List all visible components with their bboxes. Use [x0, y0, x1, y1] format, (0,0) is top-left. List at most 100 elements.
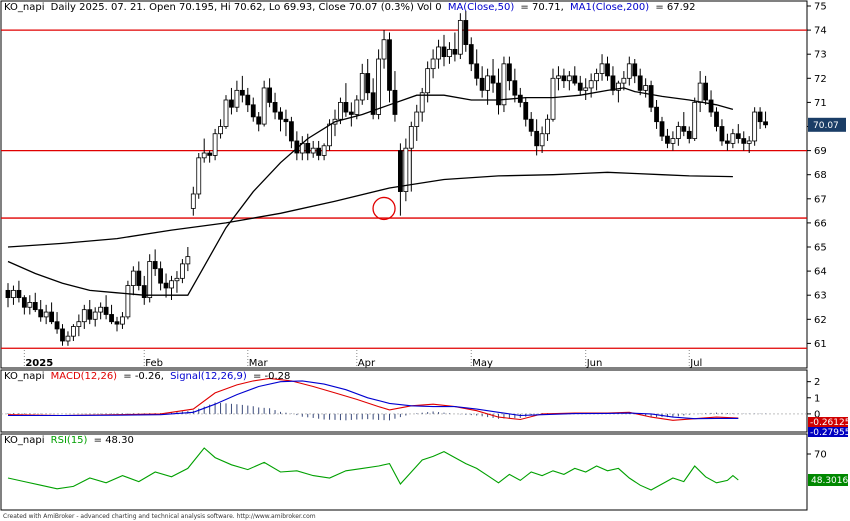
rsi-label: RSI(15) [51, 435, 88, 446]
candle-bull [125, 285, 131, 318]
candle-bull [212, 133, 218, 156]
highlight-circle [372, 196, 396, 221]
candle-bear [387, 39, 392, 91]
month-label: Feb [145, 358, 163, 369]
candle-bear [479, 77, 485, 91]
candle-bull [675, 126, 681, 139]
candle-bull [485, 75, 491, 91]
last-price-background [808, 117, 846, 132]
month-label: May [472, 358, 493, 369]
month-label: Apr [358, 358, 376, 369]
date-axis: 2025 Feb Mar Apr May Jun Jul [25, 358, 702, 369]
candle-bear [763, 121, 768, 126]
candle-bull [550, 77, 556, 120]
candle-bull [670, 138, 676, 144]
price-tick-label: 62 [814, 315, 827, 326]
candle-bear [654, 106, 659, 123]
candle-bear [60, 328, 65, 342]
rsi-panel[interactable] [0, 433, 808, 511]
candle-bull [147, 261, 153, 299]
candle-bear [365, 73, 371, 94]
rsi-header: KO_napi RSI(15) = 48.30 [4, 435, 134, 446]
candle-bull [321, 145, 327, 156]
candle-bear [288, 121, 294, 142]
rsi-value-box: 48.3016 [808, 474, 848, 486]
price-tick-label: 72 [814, 74, 827, 85]
candle-bull [201, 152, 207, 159]
candle-bull [338, 102, 343, 120]
last-price-text: 70.07 [813, 121, 839, 131]
month-label: Jul [689, 358, 702, 369]
candle-bull [626, 63, 632, 79]
candle-bear [757, 111, 763, 123]
candle-bull [43, 311, 49, 318]
candle-bull [71, 326, 76, 337]
ma50-value: = 70.71, [520, 2, 563, 13]
signal-value: = -0.28 [253, 371, 290, 382]
candle-bear [229, 99, 234, 108]
candle-bull [643, 85, 649, 91]
price-header: KO_napi Daily 2025. 07. 21. Open 70.195,… [4, 2, 696, 13]
candle-bear [512, 80, 518, 96]
candle-bear [577, 82, 583, 91]
macd-histogram [7, 402, 767, 421]
candle-bear [735, 133, 741, 139]
candle-bear [632, 63, 638, 77]
ma200-value: = 67.92 [655, 2, 695, 13]
signal-box-background [808, 427, 848, 437]
candle-bear [109, 314, 114, 323]
candle-bear [87, 309, 93, 320]
candle-bear [21, 297, 27, 308]
candle-bull [92, 311, 98, 320]
candle-bear [348, 111, 354, 115]
candle-bear [659, 121, 665, 137]
candle-bear [5, 289, 11, 299]
price-tick-label: 74 [814, 26, 827, 37]
macd-value-boxes: -0.26125 -0.27955 [808, 417, 850, 438]
candle-bear [32, 302, 38, 311]
candle-bull [414, 111, 420, 127]
candle-bull [457, 20, 463, 55]
candle-bear [239, 89, 245, 96]
candle-bear [245, 94, 251, 106]
macd-symbol: KO_napi [4, 371, 44, 382]
price-tick-label: 63 [814, 291, 827, 302]
candle-bear [605, 63, 610, 77]
candle-bear [103, 306, 109, 315]
candle-bear [141, 285, 147, 299]
candle-bear [572, 75, 578, 84]
macd-panel[interactable] [0, 369, 808, 433]
candle-bear [463, 20, 469, 45]
candle-bear [681, 126, 687, 132]
candle-bear [561, 75, 567, 82]
price-tick-label: 71 [814, 98, 827, 109]
candle-bull [566, 75, 572, 82]
candle-bull [359, 73, 365, 101]
candle-bear [278, 111, 283, 120]
macd-tick-label: 1 [814, 393, 820, 404]
candle-bull [588, 80, 594, 89]
ma50-label: MA(Close,50) [448, 2, 515, 13]
rsi-line [7, 447, 739, 491]
candle-bear [490, 75, 496, 84]
symbol-label: KO_napi [4, 2, 44, 13]
macd-header: KO_napi MACD(12,26) = -0.26, Signal(12,2… [4, 371, 290, 382]
macd-box-background [808, 417, 848, 427]
rsi-value: = 48.30 [94, 435, 134, 446]
candle-bear [741, 138, 747, 144]
rsi-box-background [808, 474, 848, 486]
signal-box-text: -0.27955 [810, 428, 850, 438]
candle-bear [714, 111, 719, 127]
macd-axis: 0 1 2 [807, 377, 820, 420]
price-tick-label: 61 [814, 339, 827, 350]
candle-bear [397, 150, 403, 192]
macd-tick-label: 0 [814, 409, 820, 420]
rsi-tick-label: 70 [814, 450, 827, 461]
candle-bear [648, 85, 654, 108]
ma200-line [7, 171, 733, 248]
candle-bull [556, 75, 561, 79]
candle-bull [419, 92, 425, 113]
candle-bear [158, 268, 164, 284]
candle-bull [408, 126, 414, 149]
candle-bull [261, 87, 267, 125]
